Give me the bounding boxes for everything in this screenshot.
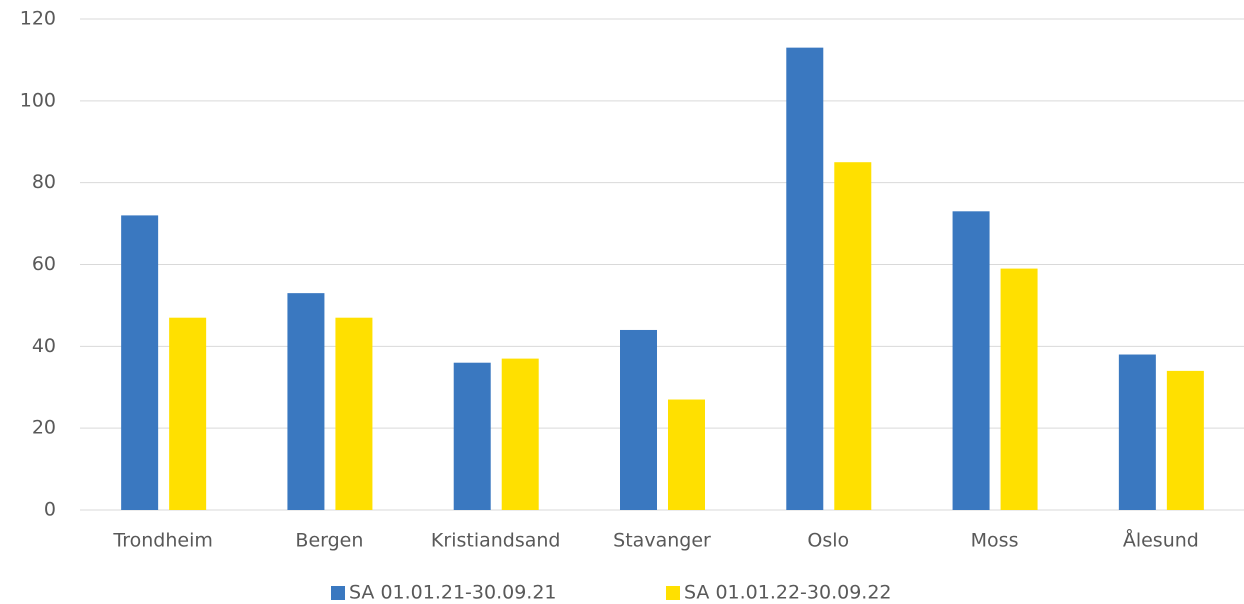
bar bbox=[1118, 354, 1156, 510]
bar bbox=[786, 47, 824, 511]
y-tick-label: 100 bbox=[20, 89, 56, 111]
legend-label: SA 01.01.21-30.09.21 bbox=[349, 582, 557, 604]
bar bbox=[287, 293, 325, 510]
y-tick-label: 0 bbox=[44, 499, 56, 521]
bar bbox=[169, 317, 207, 510]
y-tick-label: 40 bbox=[32, 335, 56, 357]
x-tick-label: Trondheim bbox=[112, 530, 212, 552]
x-tick-label: Bergen bbox=[295, 530, 363, 552]
bar bbox=[620, 329, 657, 510]
y-tick-label: 120 bbox=[20, 8, 56, 30]
legend-swatch bbox=[666, 586, 680, 600]
y-tick-label: 20 bbox=[32, 417, 56, 439]
bar bbox=[668, 399, 705, 510]
bar bbox=[453, 362, 491, 510]
bar bbox=[501, 358, 539, 510]
x-tick-label: Stavanger bbox=[613, 530, 711, 552]
bar bbox=[121, 215, 159, 510]
bar bbox=[335, 317, 373, 510]
legend-swatch bbox=[331, 586, 345, 600]
x-tick-label: Ålesund bbox=[1123, 529, 1199, 552]
y-tick-label: 60 bbox=[32, 253, 56, 275]
x-tick-label: Moss bbox=[971, 530, 1019, 552]
bar bbox=[952, 211, 990, 510]
bar bbox=[1000, 268, 1038, 510]
bar bbox=[834, 162, 872, 511]
bar bbox=[1166, 370, 1204, 510]
y-tick-label: 80 bbox=[32, 171, 56, 193]
x-tick-label: Kristiandsand bbox=[431, 530, 561, 552]
legend-label: SA 01.01.22-30.09.22 bbox=[684, 582, 892, 604]
x-tick-label: Oslo bbox=[807, 530, 849, 552]
